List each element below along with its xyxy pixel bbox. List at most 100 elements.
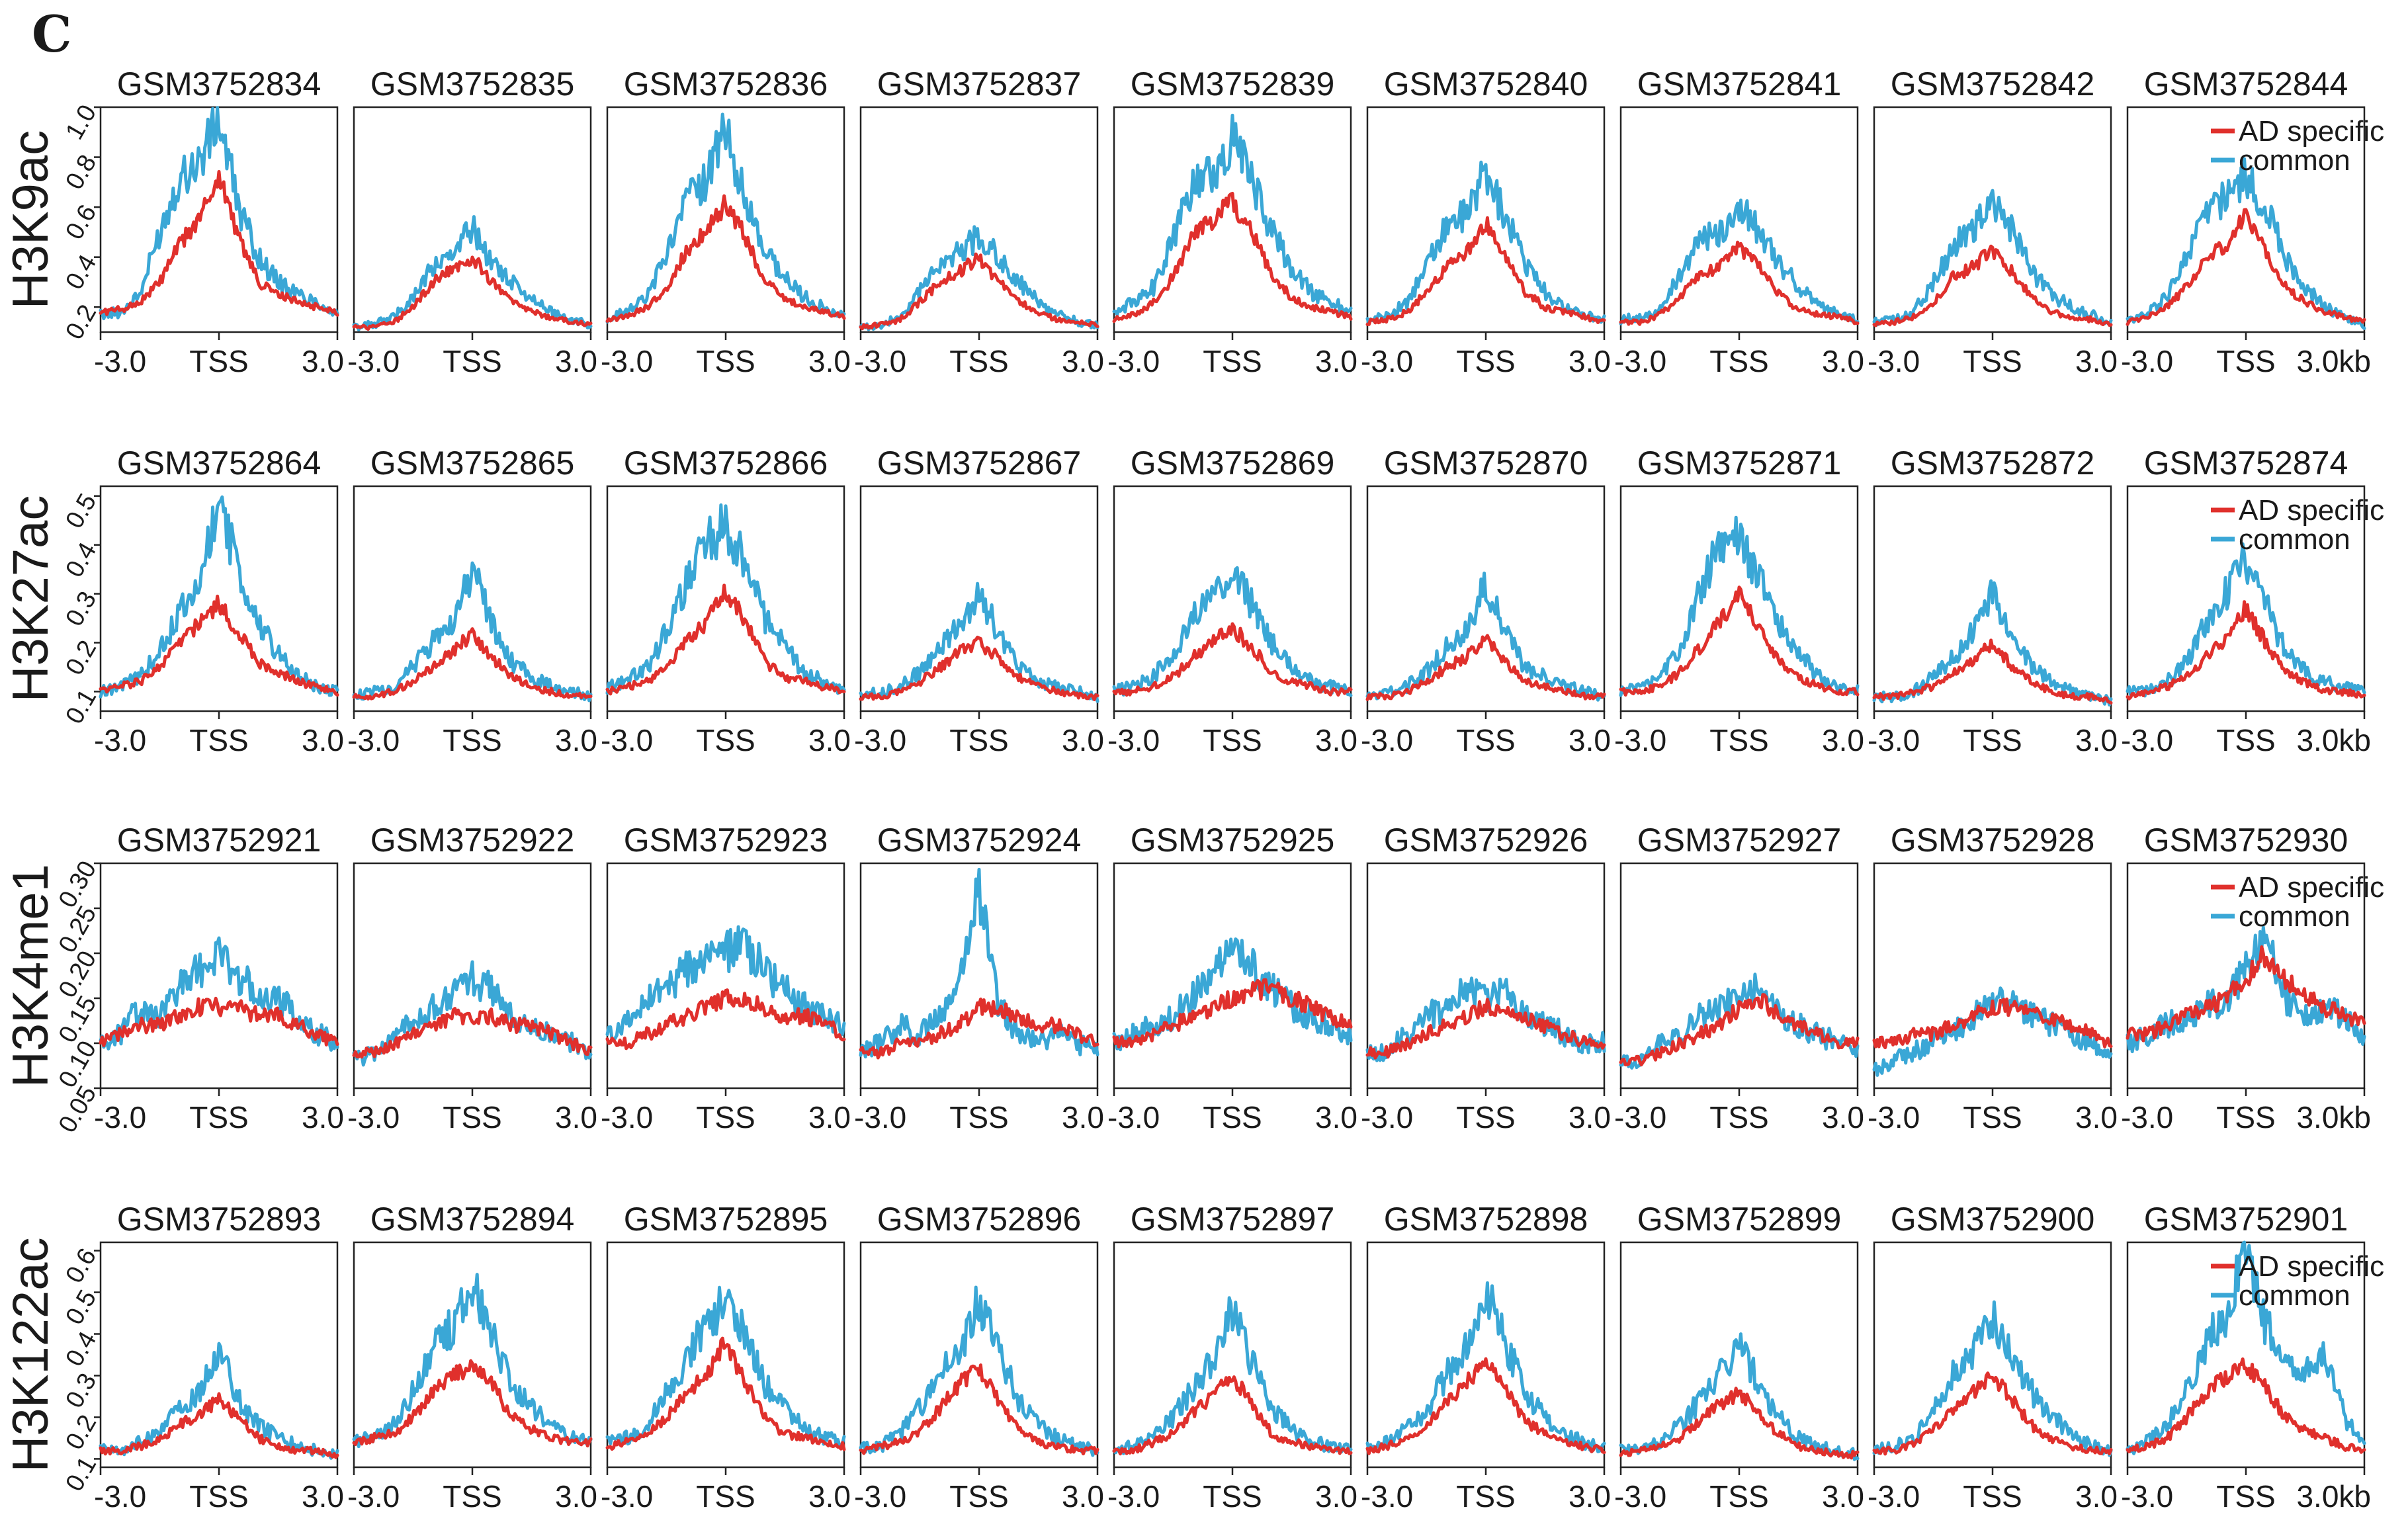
plot-GSM3752864: GSM3752864-3.0 TSS 3.00.10.20.30.40.5 (60, 445, 344, 757)
x-tick-label: -3.0 (601, 1100, 653, 1134)
row-label: H3K4me1 (3, 864, 59, 1088)
x-tick-label: 3.0 (555, 1100, 597, 1134)
x-tick-label: -3.0 (601, 1479, 653, 1514)
plot-frame (353, 485, 592, 712)
plot-GSM3752896: GSM3752896 -3.0 TSS 3.0 (854, 1201, 1104, 1514)
legend-label-ad-specific: AD specific (2239, 871, 2384, 904)
series-ad-specific (1619, 585, 1860, 697)
plot-GSM3752835: GSM3752835 -3.0 TSS 3.0 (347, 65, 597, 378)
plot-title: GSM3752896 (877, 1201, 1082, 1238)
plot-title: GSM3752864 (117, 445, 322, 482)
x-tick-label: TSS (696, 1479, 755, 1514)
series-common (99, 106, 339, 321)
series-ad-specific (352, 1359, 593, 1448)
series-ad-specific (99, 170, 339, 317)
plot-title: GSM3752867 (877, 445, 1082, 482)
series-ad-specific (1365, 998, 1606, 1060)
plot-title: GSM3752923 (624, 822, 828, 859)
plot-title: GSM3752844 (2144, 65, 2348, 103)
plot-title: GSM3752922 (370, 822, 575, 859)
x-tick-label: TSS (2216, 1100, 2275, 1134)
plot-title: GSM3752837 (877, 65, 1082, 103)
x-tick-label: TSS (1963, 344, 2022, 378)
plot-GSM3752870: GSM3752870 -3.0 TSS 3.0 (1361, 445, 1611, 757)
plot-GSM3752893: GSM3752893-3.0 TSS 3.00.10.20.30.40.50.6 (60, 1201, 344, 1514)
x-tick-label: -3.0 (854, 723, 906, 757)
series-ad-specific (859, 1363, 1099, 1456)
x-tick-label: -3.0 (94, 344, 146, 378)
x-tick-label: 3.0 (1062, 1479, 1104, 1514)
plot-title: GSM3752841 (1637, 65, 1842, 103)
plot-frame (859, 106, 1099, 333)
x-tick-label: TSS (949, 344, 1008, 378)
series-common (2126, 542, 2366, 698)
x-tick-label: 3.0 (302, 344, 344, 378)
row-label: H3K9ac (3, 130, 59, 309)
x-tick-label: -3.0 (1361, 723, 1413, 757)
series-common (1365, 160, 1606, 325)
series-common (352, 1273, 593, 1449)
series-ad-specific (859, 998, 1099, 1060)
x-tick-label: 3.0 (2075, 1100, 2118, 1134)
plot-GSM3752869: GSM3752869 -3.0 TSS 3.0 (1107, 445, 1357, 757)
plot-GSM3752841: GSM3752841 -3.0 TSS 3.0 (1614, 65, 1864, 378)
plot-GSM3752865: GSM3752865 -3.0 TSS 3.0 (347, 445, 597, 757)
plot-GSM3752921: GSM3752921-3.0 TSS 3.00.050.100.150.200.25… (54, 822, 344, 1138)
plot-GSM3752926: GSM3752926 -3.0 TSS 3.0 (1361, 822, 1611, 1134)
x-tick-label: 3.0 (808, 344, 851, 378)
x-tick-label: 3.0 (555, 1479, 597, 1514)
x-tick-label: 3.0 (555, 723, 597, 757)
plot-GSM3752872: GSM3752872 -3.0 TSS 3.0 (1868, 445, 2118, 757)
x-tick-label: TSS (1963, 723, 2022, 757)
x-tick-label: TSS (1203, 1100, 1262, 1134)
plot-GSM3752834: GSM3752834-3.0 TSS 3.00.20.40.60.81.0 (60, 65, 344, 378)
plot-title: GSM3752926 (1384, 822, 1588, 859)
plot-GSM3752899: GSM3752899 -3.0 TSS 3.0 (1614, 1201, 1864, 1514)
x-tick-label: -3.0 (1614, 723, 1666, 757)
plot-title: GSM3752894 (370, 1201, 575, 1238)
series-common (1112, 113, 1353, 317)
x-tick-label: -3.0 (2121, 723, 2173, 757)
series-ad-specific (859, 635, 1099, 701)
x-tick-label: 3.0 (302, 723, 344, 757)
x-tick-label: -3.0 (1868, 1100, 1920, 1134)
x-tick-label: -3.0 (2121, 1479, 2173, 1514)
x-tick-label: -3.0 (347, 723, 400, 757)
x-tick-label: TSS (949, 723, 1008, 757)
panel-letter: C (32, 5, 72, 64)
plot-frame (1113, 485, 1352, 712)
plot-title: GSM3752842 (1891, 65, 2095, 103)
x-tick-label: TSS (1709, 723, 1768, 757)
row-label: H3K122ac (3, 1238, 59, 1473)
series-common (352, 960, 593, 1067)
x-tick-label: TSS (1456, 723, 1515, 757)
plot-title: GSM3752872 (1891, 445, 2095, 482)
x-tick-label: 3.0 (1062, 1100, 1104, 1134)
x-tick-label: -3.0 (2121, 1100, 2173, 1134)
series-ad-specific (1872, 244, 2113, 327)
x-tick-label: -3.0 (1614, 1479, 1666, 1514)
series-ad-specific (352, 255, 593, 331)
x-tick-label: -3.0 (1107, 344, 1160, 378)
legend-label-common: common (2239, 1279, 2350, 1312)
series-common (1619, 198, 1860, 325)
x-tick-label: 3.0 (1569, 1100, 1611, 1134)
x-tick-label: -3.0 (1868, 344, 1920, 378)
plot-title: GSM3752893 (117, 1201, 322, 1238)
series-common (605, 112, 846, 324)
plot-title: GSM3752930 (2144, 822, 2348, 859)
x-tick-label: TSS (1456, 1100, 1515, 1134)
series-common (2126, 1240, 2366, 1455)
x-tick-label: TSS (2216, 344, 2275, 378)
plot-GSM3752867: GSM3752867 -3.0 TSS 3.0 (854, 445, 1104, 757)
x-tick-label: TSS (1456, 1479, 1515, 1514)
plot-GSM3752925: GSM3752925 -3.0 TSS 3.0 (1107, 822, 1357, 1134)
x-tick-label: -3.0 (347, 1479, 400, 1514)
series-ad-specific (1619, 1387, 1860, 1460)
series-ad-specific (99, 594, 339, 697)
